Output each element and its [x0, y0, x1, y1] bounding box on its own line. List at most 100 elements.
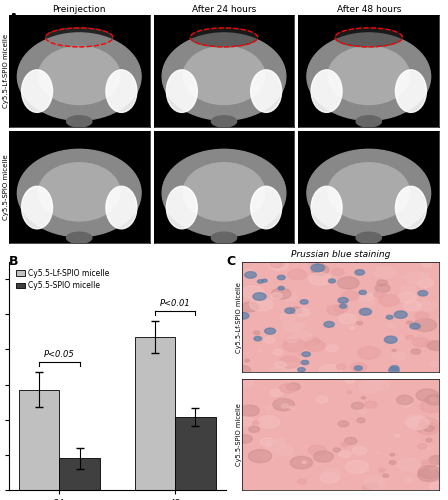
- Text: P<0.05: P<0.05: [44, 350, 75, 359]
- Circle shape: [282, 292, 297, 301]
- Circle shape: [423, 426, 434, 432]
- Circle shape: [383, 474, 389, 478]
- Circle shape: [416, 389, 438, 402]
- Circle shape: [254, 300, 266, 307]
- Ellipse shape: [166, 186, 197, 229]
- Circle shape: [278, 286, 284, 290]
- Ellipse shape: [396, 186, 426, 229]
- Circle shape: [332, 268, 344, 276]
- Circle shape: [425, 395, 443, 405]
- Circle shape: [390, 454, 395, 456]
- Circle shape: [296, 324, 305, 328]
- Circle shape: [430, 482, 447, 492]
- Circle shape: [280, 384, 296, 393]
- Circle shape: [347, 391, 352, 394]
- Circle shape: [420, 272, 429, 278]
- Ellipse shape: [356, 232, 381, 243]
- Ellipse shape: [162, 33, 286, 120]
- Circle shape: [316, 396, 328, 403]
- Circle shape: [430, 398, 436, 401]
- Circle shape: [401, 276, 405, 278]
- Circle shape: [249, 426, 259, 432]
- Circle shape: [339, 314, 356, 324]
- Circle shape: [283, 339, 306, 352]
- Circle shape: [363, 483, 379, 492]
- Ellipse shape: [183, 163, 265, 221]
- Circle shape: [281, 404, 289, 408]
- Circle shape: [397, 458, 420, 471]
- Circle shape: [254, 331, 260, 334]
- Y-axis label: Cy5.5-SPIO micelle: Cy5.5-SPIO micelle: [237, 403, 242, 466]
- Circle shape: [414, 318, 436, 332]
- Circle shape: [302, 461, 306, 464]
- Circle shape: [418, 466, 441, 478]
- Circle shape: [405, 414, 426, 427]
- Circle shape: [384, 336, 397, 344]
- Circle shape: [362, 396, 366, 399]
- Circle shape: [359, 410, 366, 414]
- Circle shape: [250, 298, 273, 311]
- Circle shape: [338, 421, 349, 427]
- Ellipse shape: [190, 28, 258, 47]
- Circle shape: [271, 390, 283, 396]
- Ellipse shape: [251, 70, 282, 112]
- Ellipse shape: [211, 232, 237, 243]
- Circle shape: [406, 272, 428, 284]
- Circle shape: [280, 313, 295, 322]
- Circle shape: [345, 378, 355, 384]
- Circle shape: [389, 367, 399, 373]
- Circle shape: [274, 446, 293, 456]
- Ellipse shape: [335, 28, 402, 47]
- Circle shape: [253, 293, 266, 300]
- Circle shape: [319, 364, 342, 378]
- Ellipse shape: [311, 186, 342, 229]
- Circle shape: [359, 381, 380, 393]
- Circle shape: [390, 366, 399, 370]
- Circle shape: [254, 336, 262, 341]
- Ellipse shape: [67, 232, 92, 243]
- Ellipse shape: [39, 163, 120, 221]
- Ellipse shape: [22, 186, 52, 229]
- Circle shape: [244, 269, 254, 274]
- Ellipse shape: [328, 46, 409, 104]
- Circle shape: [410, 324, 420, 329]
- Circle shape: [358, 346, 380, 359]
- Circle shape: [271, 292, 282, 299]
- Circle shape: [349, 326, 355, 329]
- Circle shape: [340, 304, 347, 308]
- Circle shape: [341, 442, 349, 446]
- Bar: [175, 417, 216, 490]
- Circle shape: [305, 340, 325, 351]
- Circle shape: [279, 356, 301, 368]
- Circle shape: [277, 276, 285, 280]
- Circle shape: [273, 398, 294, 410]
- Circle shape: [387, 323, 395, 328]
- Circle shape: [258, 416, 280, 428]
- Ellipse shape: [251, 186, 282, 229]
- Circle shape: [375, 284, 390, 292]
- Circle shape: [355, 270, 365, 275]
- Circle shape: [277, 398, 283, 401]
- Y-axis label: Cy5.5-Lf-SPIO micelle: Cy5.5-Lf-SPIO micelle: [237, 282, 242, 352]
- Circle shape: [359, 298, 374, 306]
- Ellipse shape: [106, 186, 137, 229]
- Circle shape: [429, 468, 434, 470]
- Circle shape: [364, 477, 386, 489]
- Circle shape: [272, 438, 285, 446]
- Text: C: C: [226, 255, 235, 268]
- Circle shape: [242, 286, 264, 299]
- Circle shape: [352, 446, 367, 455]
- Circle shape: [262, 279, 267, 282]
- Circle shape: [404, 301, 422, 311]
- Circle shape: [267, 260, 276, 264]
- Y-axis label: Cy5.5-SPIO micelle: Cy5.5-SPIO micelle: [3, 154, 9, 220]
- Circle shape: [342, 291, 358, 300]
- Circle shape: [303, 265, 314, 271]
- Ellipse shape: [17, 150, 141, 236]
- Circle shape: [398, 292, 416, 303]
- Circle shape: [430, 362, 440, 367]
- Ellipse shape: [307, 33, 431, 120]
- Circle shape: [237, 312, 249, 319]
- Circle shape: [294, 332, 313, 342]
- Circle shape: [398, 337, 404, 340]
